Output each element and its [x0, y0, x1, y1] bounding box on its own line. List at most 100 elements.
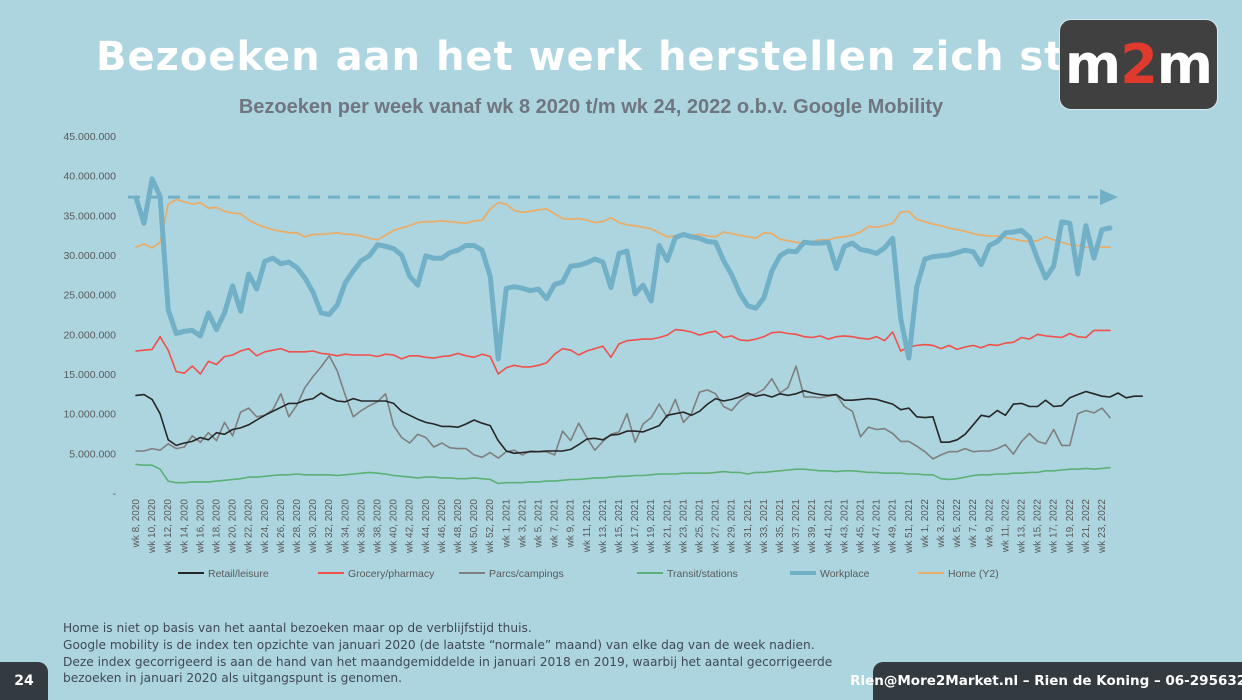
series-lines [133, 176, 1143, 485]
x-tick-label: wk 1, 2022 [920, 499, 931, 549]
x-tick-label: wk 1, 2021 [501, 499, 512, 549]
x-tick-label: wk 50, 2020 [469, 499, 480, 554]
mobility-line-chart: Bezoeken per week vanaf wk 8 2020 t/m wk… [63, 96, 1143, 580]
legend-label-workplace: Workplace [820, 568, 870, 580]
y-tick-label: - [113, 488, 117, 500]
x-tick-label: wk 49, 2021 [888, 499, 899, 554]
x-tick-label: wk 44, 2020 [421, 499, 432, 554]
x-tick-label: wk 17, 2021 [630, 499, 641, 554]
x-tick-label: wk 48, 2020 [453, 499, 464, 554]
x-tick-label: wk 8, 2020 [131, 499, 142, 549]
x-tick-label: wk 3, 2022 [936, 499, 947, 549]
reference-arrow [128, 189, 1118, 206]
footnotes: Home is niet op basis van het aantal bez… [63, 620, 863, 687]
x-tick-label: wk 24, 2020 [260, 499, 271, 554]
x-tick-label: wk 10, 2020 [147, 499, 158, 554]
x-tick-label: wk 27, 2021 [711, 499, 722, 554]
x-tick-label: wk 19, 2021 [646, 499, 657, 554]
x-tick-label: wk 45, 2021 [855, 499, 866, 554]
x-tick-label: wk 26, 2020 [276, 499, 287, 554]
x-tick-label: wk 41, 2021 [823, 499, 834, 554]
y-tick-label: 30.000.000 [63, 250, 116, 262]
x-tick-label: wk 21, 2021 [662, 499, 673, 554]
y-tick-label: 45.000.000 [63, 131, 116, 143]
x-tick-label: wk 13, 2021 [598, 499, 609, 554]
x-tick-label: wk 29, 2021 [727, 499, 738, 554]
x-tick-label: wk 40, 2020 [389, 499, 400, 554]
x-tick-label: wk 9, 2021 [566, 499, 577, 549]
x-tick-label: wk 5, 2021 [533, 499, 544, 549]
footnote-line-2: Google mobility is de index ten opzichte… [63, 637, 815, 652]
x-tick-label: wk 14, 2020 [179, 499, 190, 554]
x-tick-label: wk 30, 2020 [308, 499, 319, 554]
legend-label-retail-leisure: Retail/leisure [208, 568, 269, 580]
logo-letter-m2: m [1156, 33, 1213, 96]
x-tick-label: wk 43, 2021 [839, 499, 850, 554]
series-line-grocery-pharmacy [135, 328, 1111, 375]
x-tick-label: wk 15, 2021 [614, 499, 625, 554]
series-line-transit-stations [135, 463, 1111, 485]
logo-letter-m1: m [1064, 33, 1121, 96]
y-tick-label: 40.000.000 [63, 171, 116, 183]
y-axis: 45.000.000 40.000.000 35.000.000 30.000.000… [63, 131, 116, 500]
x-tick-label: wk 28, 2020 [292, 499, 303, 554]
x-tick-label: wk 47, 2021 [872, 499, 883, 554]
x-tick-label: wk 32, 2020 [324, 499, 335, 554]
legend-label-transit-stations: Transit/stations [667, 568, 738, 580]
x-tick-label: wk 11, 2022 [1000, 499, 1011, 554]
logo-digit-2: 2 [1120, 33, 1158, 96]
contact-footer: Rien@More2Market.nl – Rien de Koning – 0… [850, 662, 1242, 700]
legend-label-home-y2: Home (Y2) [948, 568, 999, 580]
legend-label-parcs-campings: Parcs/campings [489, 568, 564, 580]
footnote-line-4: bezoeken in januari 2020 als uitgangspun… [63, 671, 403, 686]
x-tick-label: wk 7, 2021 [550, 499, 561, 549]
x-tick-label: wk 9, 2022 [984, 499, 995, 549]
x-tick-label: wk 7, 2022 [968, 499, 979, 549]
reference-arrow-head [1100, 189, 1118, 206]
y-tick-label: 5.000.000 [69, 448, 116, 460]
x-tick-label: wk 15, 2022 [1033, 499, 1044, 554]
y-tick-label: 10.000.000 [63, 409, 116, 421]
x-tick-label: wk 18, 2020 [211, 499, 222, 554]
x-tick-label: wk 12, 2020 [163, 499, 174, 554]
x-tick-label: wk 21, 2022 [1081, 499, 1092, 554]
x-tick-label: wk 46, 2020 [437, 499, 448, 554]
y-tick-label: 35.000.000 [63, 210, 116, 222]
x-tick-label: wk 17, 2022 [1049, 499, 1060, 554]
x-tick-label: wk 20, 2020 [228, 499, 239, 554]
x-tick-label: wk 52, 2020 [485, 499, 496, 554]
x-tick-label: wk 16, 2020 [195, 499, 206, 554]
x-tick-label: wk 36, 2020 [356, 499, 367, 554]
x-tick-label: wk 51, 2021 [904, 499, 915, 554]
x-tick-label: wk 3, 2021 [517, 499, 528, 549]
series-line-retail-leisure [135, 389, 1143, 455]
y-tick-label: 25.000.000 [63, 290, 116, 302]
y-tick-label: 15.000.000 [63, 369, 116, 381]
x-tick-label: wk 22, 2020 [244, 499, 255, 554]
x-tick-label: wk 5, 2022 [952, 499, 963, 549]
series-line-parcs-campings [135, 354, 1111, 460]
x-tick-label: wk 23, 2022 [1097, 499, 1108, 554]
series-line-workplace [133, 176, 1113, 362]
x-axis: wk 8, 2020 wk 10, 2020 wk 12, 2020 wk 14, 2… [131, 499, 1108, 554]
x-tick-label: wk 23, 2021 [678, 499, 689, 554]
x-tick-label: wk 38, 2020 [372, 499, 383, 554]
legend-label-grocery-pharmacy: Grocery/pharmacy [348, 568, 435, 580]
series-line-home-y2 [135, 198, 1111, 249]
x-tick-label: wk 25, 2021 [694, 499, 705, 554]
x-tick-label: wk 19, 2022 [1065, 499, 1076, 554]
footnote-line-1: Home is niet op basis van het aantal bez… [63, 621, 532, 635]
x-tick-label: wk 39, 2021 [807, 499, 818, 554]
x-tick-label: wk 34, 2020 [340, 499, 351, 554]
y-tick-label: 20.000.000 [63, 329, 116, 341]
x-tick-label: wk 37, 2021 [791, 499, 802, 554]
page-number: 24 [0, 662, 48, 700]
footnote-line-3: Deze index gecorrigeerd is aan de hand v… [63, 654, 833, 669]
x-tick-label: wk 13, 2022 [1016, 499, 1027, 554]
slide-title: Bezoeken aan het werk herstellen zich st… [96, 34, 1141, 80]
x-tick-label: wk 11, 2021 [582, 499, 593, 554]
legend: Retail/leisure Grocery/pharmacy Parcs/camp… [178, 568, 999, 580]
x-tick-label: wk 31, 2021 [743, 499, 754, 554]
chart-title: Bezoeken per week vanaf wk 8 2020 t/m wk… [239, 96, 944, 118]
